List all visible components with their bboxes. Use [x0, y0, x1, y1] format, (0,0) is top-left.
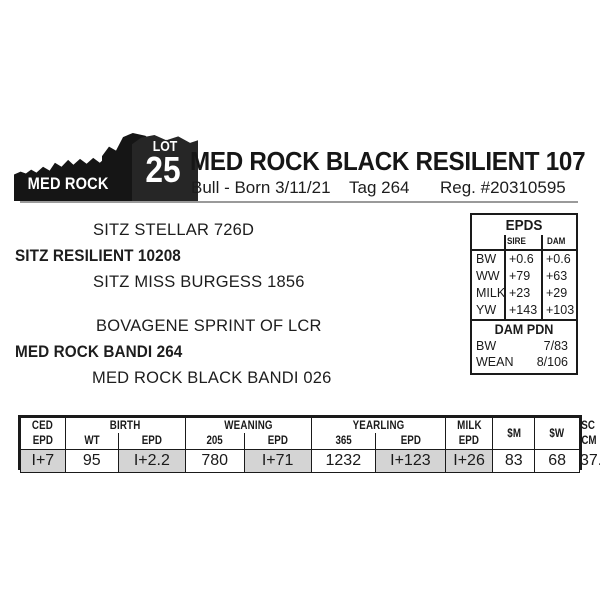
col-sub-ced-epd: EPD [20, 433, 66, 450]
epds-column-headers: SIRE DAM [472, 236, 576, 249]
col-group-sm: $M [492, 417, 536, 450]
col-group-ced: CED [20, 417, 66, 433]
header-subtitle: Bull - Born 3/11/21 Tag 264 Reg. #203105… [191, 178, 581, 200]
epds-row: MILK +23 +29 [472, 286, 576, 303]
value-birth-wt: 95 [64, 449, 119, 473]
table-header-row-groups: CED BIRTH WEANING YEARLING MILK $M $W SC [20, 417, 595, 450]
value-weaning-205: 780 [184, 449, 245, 473]
epds-row-sire: +23 [509, 286, 531, 300]
epds-title: EPDS [505, 217, 543, 234]
epds-vertical-rule-1 [504, 235, 506, 319]
epds-row-label: YW [476, 303, 497, 317]
epds-header-rule [472, 249, 576, 251]
lot-label-text: LOT [152, 138, 178, 155]
epds-col-dam: DAM [547, 236, 566, 247]
epds-row-label: BW [476, 252, 497, 266]
lot-number-text: 25 [145, 149, 181, 190]
header-divider [20, 201, 578, 203]
col-sub-birth-epd: EPD [117, 433, 186, 450]
dam-pdn-row: BW 7/83 [472, 339, 576, 355]
col-group-weaning: WEANING [184, 417, 312, 433]
pedigree-dam: MED ROCK BANDI 264 [15, 342, 183, 361]
dam-pdn-value: 7/83 [543, 339, 568, 353]
lot-badge-shape [132, 135, 198, 201]
pedigree-dam-sire: BOVAGENE SPRINT OF LCR [96, 317, 322, 335]
col-sub-yearling-365: 365 [310, 433, 376, 450]
epds-panel: EPDS SIRE DAM BW +0.6 +0.6 WW +79 +63 MI… [470, 213, 578, 375]
dam-pdn-label: BW [476, 339, 497, 353]
dam-pdn-row: WEAN 8/106 [472, 355, 576, 371]
pedigree-dam-dam: MED ROCK BLACK BANDI 026 [92, 369, 332, 387]
epds-row-label: MILK [476, 286, 506, 300]
value-birth-epd: I+2.2 [117, 449, 186, 473]
col-sub-weaning-205: 205 [184, 433, 245, 450]
col-group-sw: $W [534, 417, 580, 450]
epds-row-dam: +0.6 [546, 252, 571, 266]
col-sub-yearling-epd: EPD [374, 433, 446, 450]
dam-pdn-title: DAM PDN [494, 321, 554, 337]
value-yearling-epd: I+123 [374, 449, 446, 473]
epds-row-sire: +143 [509, 303, 538, 317]
dam-pdn-value: 8/106 [536, 355, 568, 369]
pedigree-sire-dam: SITZ MISS BURGESS 1856 [93, 273, 305, 291]
epds-row: BW +0.6 +0.6 [472, 252, 576, 269]
epds-row-dam: +103 [546, 303, 575, 317]
col-sub-milk-epd: EPD [444, 433, 494, 450]
dam-pdn-label: WEAN [476, 355, 514, 369]
epds-row-sire: +79 [509, 269, 531, 283]
col-group-milk: MILK [444, 417, 494, 433]
col-sub-weaning-epd: EPD [243, 433, 312, 450]
table-header-row-subs: EPD WT EPD 205 EPD 365 EPD EPD CM [20, 433, 597, 450]
ranch-logo: MED ROCK LOT 25 [14, 133, 198, 201]
epds-row-dam: +29 [546, 286, 568, 300]
value-weaning-epd: I+71 [243, 449, 312, 473]
epds-row-label: WW [476, 269, 500, 283]
epds-col-sire: SIRE [507, 236, 526, 247]
epds-row-dam: +63 [546, 269, 568, 283]
epd-table-grid: CED BIRTH WEANING YEARLING MILK $M $W SC… [20, 417, 600, 473]
value-sw: 68 [534, 449, 580, 473]
value-sm: 83 [492, 449, 536, 473]
pedigree-sire: SITZ RESILIENT 10208 [15, 246, 181, 265]
pedigree-sire-sire: SITZ STELLAR 726D [93, 221, 255, 239]
page-title: MED ROCK BLACK RESILIENT 107 [190, 146, 586, 176]
value-ced-epd: I+7 [20, 449, 66, 473]
registration-text: Reg. #20310595 [440, 178, 566, 197]
value-yearling-365: 1232 [310, 449, 376, 473]
pedigree-block: SITZ STELLAR 726D SITZ RESILIENT 10208 S… [0, 213, 455, 388]
epds-vertical-rule-2 [541, 235, 543, 319]
col-group-birth: BIRTH [64, 417, 186, 433]
value-milk-epd: I+26 [444, 449, 494, 473]
tag-text: Tag 264 [349, 178, 410, 197]
sex-birth-text: Bull - Born 3/11/21 [191, 178, 331, 197]
epds-row-sire: +0.6 [509, 252, 534, 266]
epds-row: YW +143 +103 [472, 303, 576, 320]
ranch-name-text: MED ROCK [27, 174, 109, 193]
col-sub-birth-wt: WT [64, 433, 119, 450]
epd-summary-table: CED BIRTH WEANING YEARLING MILK $M $W SC… [18, 415, 600, 473]
lot-header: MED ROCK LOT 25 MED ROCK BLACK RESILIENT… [0, 133, 600, 205]
epds-row: WW +79 +63 [472, 269, 576, 286]
table-value-row: I+7 95 I+2.2 780 I+71 1232 I+123 I+26 83… [20, 449, 600, 473]
col-group-yearling: YEARLING [310, 417, 446, 433]
dam-pdn-divider [472, 319, 576, 321]
